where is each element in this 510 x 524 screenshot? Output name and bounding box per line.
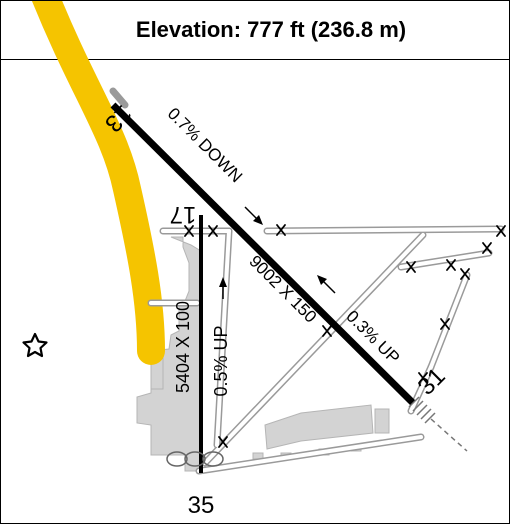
star-icon (22, 332, 48, 358)
taxiways (109, 87, 505, 475)
x-marker-icon (322, 325, 332, 337)
runway-13-31 (110, 102, 416, 406)
x-marker-icon (406, 261, 416, 273)
elevation-header: Elevation: 777 ft (236.8 m) (1, 1, 509, 60)
runway-13-31-slope-down: 0.7% DOWN (164, 104, 246, 186)
slope-arrow-31-13 (317, 275, 336, 294)
runway-31-threshold (408, 396, 436, 424)
highlighted-route (31, 1, 165, 365)
elevation-label: Elevation: 777 ft (236.8 m) (135, 17, 407, 42)
x-marker-icon (460, 268, 470, 280)
x-marker-icon (496, 225, 506, 237)
runway-end-17: 17 (170, 201, 197, 228)
slope-arrow-13-31 (244, 206, 263, 225)
x-marker-icon (440, 318, 450, 330)
x-marker-icon (276, 224, 286, 236)
apron-areas (136, 236, 390, 472)
x-marker-icon (446, 259, 456, 271)
runway-17-35-slope: 0.5% UP (211, 325, 231, 396)
x-marker-icon (418, 372, 428, 384)
lighting-circles (166, 451, 224, 467)
slope-arrow-17-35 (219, 277, 227, 299)
x-marker-icon (184, 225, 194, 237)
runway-17-35-dimensions: 5404 X 100 (173, 301, 193, 393)
x-marker-icon (482, 242, 492, 254)
closed-markers (184, 224, 506, 448)
x-marker-icon (218, 436, 228, 448)
runway-end-35: 35 (188, 492, 215, 519)
runway-13-31-dimensions: 9002 X 150 (245, 252, 320, 327)
x-marker-icon (208, 225, 218, 237)
approach-extension (430, 418, 468, 452)
